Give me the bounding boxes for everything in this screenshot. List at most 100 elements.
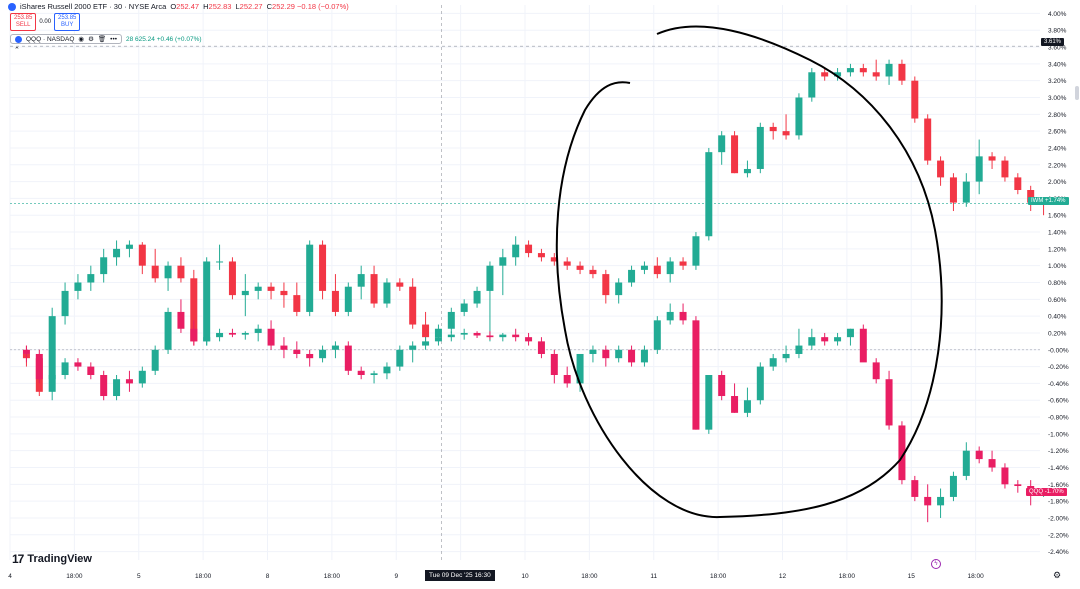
qqq-candle xyxy=(422,341,430,346)
compare-value: 28 625.24 +0.46 (+0.07%) xyxy=(126,35,202,43)
y-tick-label: 0.20% xyxy=(1048,330,1067,337)
y-tick-label: 3.20% xyxy=(1048,78,1067,85)
qqq-candle xyxy=(898,425,906,481)
qqq-candle xyxy=(718,375,726,397)
collapse-caret-icon[interactable]: ⌃ xyxy=(14,47,20,54)
iwm-candle xyxy=(537,253,545,258)
iwm-candle xyxy=(846,68,854,73)
y-tick-label: 2.20% xyxy=(1048,162,1067,169)
chart-grid xyxy=(9,5,1040,560)
qqq-candle xyxy=(975,450,983,460)
qqq-candle xyxy=(216,332,224,338)
y-tick-label: 0.80% xyxy=(1048,280,1067,287)
y-tick-label: -1.20% xyxy=(1048,448,1069,455)
qqq-candle xyxy=(357,370,365,375)
iwm-candle xyxy=(782,131,790,136)
iwm-candle xyxy=(718,135,726,153)
symbol-title: iShares Russell 2000 ETF · 30 · NYSE Arc… xyxy=(20,2,167,11)
more-icon[interactable]: ••• xyxy=(110,35,117,43)
qqq-candle xyxy=(1001,467,1009,485)
buy-button[interactable]: 253.85 BUY xyxy=(54,13,81,31)
iwm-candle xyxy=(988,156,996,161)
qqq-candle xyxy=(35,353,43,380)
qqq-candle xyxy=(499,334,507,338)
qqq-candle xyxy=(937,496,945,506)
qqq-candle xyxy=(846,328,854,338)
x-tick-label: 9 xyxy=(394,573,398,580)
qqq-candle xyxy=(1014,484,1022,486)
iwm-candle xyxy=(164,265,172,279)
spread-value: 0.00 xyxy=(39,19,52,25)
y-tick-label: -0.00% xyxy=(1048,347,1069,354)
qqq-candle xyxy=(319,349,327,359)
qqq-candle xyxy=(885,379,893,426)
compare-symbol: QQQ · NASDAQ xyxy=(26,35,75,43)
iwm-candle xyxy=(563,261,571,266)
qqq-candle xyxy=(924,496,932,506)
symbol-header[interactable]: iShares Russell 2000 ETF · 30 · NYSE Arc… xyxy=(8,2,349,11)
sell-button[interactable]: 253.85 SELL xyxy=(10,13,37,31)
iwm-candle xyxy=(924,118,932,161)
y-tick-label: -0.60% xyxy=(1048,398,1069,405)
x-tick-label: 8 xyxy=(266,573,270,580)
y-tick-label: 0.60% xyxy=(1048,297,1067,304)
y-tick-label: -2.40% xyxy=(1048,549,1069,556)
iwm-candle xyxy=(653,265,661,275)
iwm-candle xyxy=(267,286,275,291)
iwm-candle xyxy=(808,72,816,98)
iwm-candle xyxy=(589,269,597,275)
y-tick-label: 2.60% xyxy=(1048,129,1067,136)
iwm-candle xyxy=(177,265,185,279)
y-tick-label: -1.60% xyxy=(1048,482,1069,489)
y-tick-label: -2.20% xyxy=(1048,532,1069,539)
iwm-candle xyxy=(409,286,417,325)
qqq-candle xyxy=(589,349,597,354)
qqq-icon xyxy=(15,35,22,43)
flash-icon[interactable]: ϟ xyxy=(931,559,941,569)
x-tick-label: 18:00 xyxy=(324,573,341,580)
iwm-candle xyxy=(306,244,314,312)
compare-symbol-pill[interactable]: QQQ · NASDAQ ◉ ⚙ 🗑 ••• xyxy=(10,34,122,44)
trash-icon[interactable]: 🗑 xyxy=(97,36,107,43)
x-tick-label: 18:00 xyxy=(66,573,83,580)
qqq-candle xyxy=(61,362,69,375)
qqq-candle xyxy=(769,358,777,367)
qqq-candle xyxy=(151,349,159,371)
iwm-candle xyxy=(460,303,468,312)
iwm-candle xyxy=(1014,177,1022,190)
iwm-candle xyxy=(705,152,713,237)
iwm-candle xyxy=(344,286,352,312)
y-tick-label: -1.00% xyxy=(1048,431,1069,438)
qqq-candle xyxy=(331,345,339,350)
qqq-candle xyxy=(512,334,520,338)
qqq-badge: QQQ -1.70% xyxy=(1026,488,1067,496)
qqq-candle xyxy=(525,337,533,342)
iwm-candle xyxy=(293,295,301,312)
reference-lines xyxy=(10,5,1040,560)
iwm-candle xyxy=(821,72,829,77)
tradingview-logo: 17 TradingView xyxy=(12,552,92,566)
iwm-candle xyxy=(74,282,82,291)
qqq-candle xyxy=(241,332,249,335)
iwm-candle xyxy=(319,244,327,291)
qqq-candle xyxy=(576,353,584,384)
iwm-candle xyxy=(422,324,430,338)
iwm-candle xyxy=(692,236,700,266)
iwm-candle xyxy=(628,269,636,283)
settings-icon[interactable]: ⚙ xyxy=(88,36,94,43)
price-axis: 4.00% 3.80% 3.60% 3.40% 3.20% 3.00% 2.80% 2.60%… xyxy=(1048,11,1069,556)
qqq-candle xyxy=(795,345,803,354)
qqq-candle xyxy=(228,332,236,335)
qqq-candle xyxy=(988,459,996,468)
scrollbar[interactable] xyxy=(1075,86,1079,100)
y-tick-label: -2.00% xyxy=(1048,515,1069,522)
ohlc-h: H252.83 xyxy=(203,2,232,11)
iwm-candle xyxy=(125,244,133,249)
eye-icon[interactable]: ◉ xyxy=(78,36,85,43)
iwm-candle xyxy=(859,68,867,73)
iwm-candle xyxy=(834,72,842,77)
axis-settings-icon[interactable]: ⚙ xyxy=(1053,570,1062,580)
iwm-candle xyxy=(576,265,584,270)
iwm-candle xyxy=(615,282,623,296)
